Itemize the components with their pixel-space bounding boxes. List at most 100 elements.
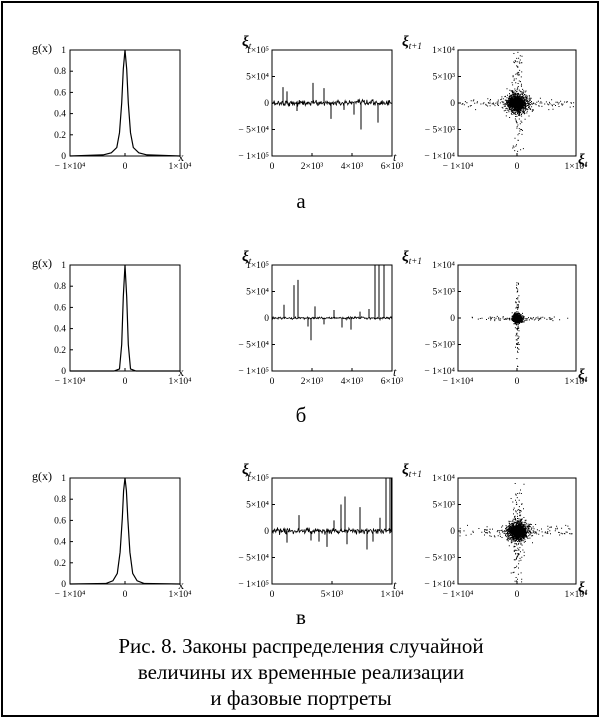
density-y-tick-label: 0.8: [54, 282, 66, 292]
density-y-tick-label: 1: [61, 474, 66, 484]
phase-x-tick-label: 0: [515, 590, 520, 600]
phase-y-tick-label: − 1×10⁴: [424, 580, 455, 590]
density-y-tick-label: 0.8: [54, 67, 66, 77]
time-series-y-tick-label: − 5×10⁴: [238, 126, 269, 136]
time-series-x-tick-label: 2×10³: [301, 377, 324, 387]
density-y-tick-label: 0.4: [54, 325, 66, 335]
phase-y-tick-label: − 5×10³: [425, 126, 455, 136]
chart-row-3: 00.20.40.60.81− 1×10⁴ 0 1×10⁴g(x)x1×10⁵5×1…: [32, 462, 588, 629]
phase-x-axis-label: ξt: [578, 367, 588, 384]
caption-line-3: и фазовые портреты: [210, 686, 392, 710]
density-y-axis-label: g(x): [32, 41, 52, 55]
density-y-tick-label: 0: [61, 367, 66, 377]
time-series-y-tick-label: 1×10⁵: [246, 261, 269, 271]
phase-x-tick-label: 0: [515, 162, 520, 172]
density-curve: [69, 477, 181, 585]
time-series-y-tick-label: 0: [264, 99, 269, 109]
time-series-line: [271, 98, 393, 108]
time-series-x-tick-label: 4×10³: [341, 377, 364, 387]
row-label: б: [296, 403, 307, 427]
time-series-y-tick-label: 5×10⁴: [246, 288, 270, 298]
density-y-tick-label: 1: [61, 46, 66, 56]
density-y-axis-label: g(x): [32, 469, 52, 483]
phase-y-tick-label: − 5×10³: [425, 554, 455, 564]
density-y-tick-label: 0.8: [54, 495, 66, 505]
density-x-tick-label: 1×10⁴: [169, 162, 193, 172]
time-series-x-tick-label: 0: [270, 590, 275, 600]
phase-core: [510, 525, 524, 537]
density-y-tick-label: 0.2: [54, 559, 66, 569]
phase-x-tick-label: − 1×10⁴: [443, 162, 474, 172]
density-x-tick-label: − 1×10⁴: [55, 162, 86, 172]
density-y-tick-label: 0.6: [54, 88, 66, 98]
density-y-tick-label: 0.6: [54, 303, 66, 313]
phase-core: [514, 315, 520, 321]
density-y-tick-label: 0.2: [54, 131, 66, 141]
phase-x-axis-label: ξt: [578, 152, 588, 169]
phase-x-tick-label: 1×10⁴: [565, 377, 589, 387]
phase-y-tick-label: − 1×10⁴: [424, 367, 455, 377]
phase-y-tick-label: − 1×10⁴: [424, 152, 455, 162]
phase-y-tick-label: 5×10³: [433, 288, 456, 298]
density-x-tick-label: 1×10⁴: [169, 590, 193, 600]
density-y-tick-label: 0: [61, 152, 66, 162]
density-plot-frame: [69, 264, 181, 372]
time-series-x-tick-label: 5×10³: [321, 590, 344, 600]
time-series-y-axis-label: ξt: [242, 462, 252, 479]
time-series-y-tick-label: 0: [264, 527, 269, 537]
chart-row-2: 00.20.40.60.81− 1×10⁴ 0 1×10⁴g(x)x1×10⁵5×1…: [32, 249, 588, 427]
time-series-x-axis-label: t: [393, 150, 397, 164]
time-series-y-tick-label: − 1×10⁵: [238, 367, 269, 377]
phase-x-tick-label: − 1×10⁴: [443, 377, 474, 387]
phase-x-tick-label: 0: [515, 377, 520, 387]
time-series-y-tick-label: − 5×10⁴: [238, 341, 269, 351]
time-series-line: [271, 315, 393, 322]
time-series-x-axis-label: t: [393, 578, 397, 592]
phase-y-tick-label: 1×10⁴: [432, 46, 456, 56]
time-series-x-tick-label: 6×10³: [381, 377, 404, 387]
figure-caption: Рис. 8. Законы распределения случайной в…: [0, 633, 602, 711]
phase-core: [510, 97, 524, 109]
phase-x-axis-label: ξt: [578, 580, 588, 597]
density-y-tick-label: 0.2: [54, 346, 66, 356]
time-series-x-axis-label: t: [393, 365, 397, 379]
chart-row-1: 00.20.40.60.81− 1×10⁴ 0 1×10⁴g(x)x1×10⁵5×1…: [32, 34, 588, 213]
time-series-x-tick-label: 0: [270, 377, 275, 387]
row-label: в: [296, 605, 306, 629]
time-series-y-tick-label: 0: [264, 314, 269, 324]
density-plot-frame: [69, 49, 181, 157]
density-x-tick-label: 0: [123, 590, 128, 600]
charts-canvas: 00.20.40.60.81− 1×10⁴ 0 1×10⁴g(x)x1×10⁵5×1…: [32, 34, 588, 629]
phase-y-tick-label: − 5×10³: [425, 341, 455, 351]
phase-y-tick-label: 0: [450, 314, 455, 324]
time-series-y-tick-label: 5×10⁴: [246, 501, 270, 511]
density-x-axis-label: x: [178, 150, 184, 164]
density-x-axis-label: x: [178, 365, 184, 379]
phase-x-tick-label: 1×10⁴: [565, 162, 589, 172]
density-curve: [70, 264, 180, 372]
time-series-y-tick-label: 1×10⁵: [246, 474, 269, 484]
time-series-y-axis-label: ξt: [242, 249, 252, 266]
density-x-tick-label: 0: [123, 377, 128, 387]
time-series-x-tick-label: 2×10³: [301, 162, 324, 172]
time-series-y-tick-label: − 1×10⁵: [238, 580, 269, 590]
density-x-axis-label: x: [178, 578, 184, 592]
time-series-x-tick-label: 1×10⁴: [381, 590, 405, 600]
phase-y-tick-label: 5×10³: [433, 501, 456, 511]
density-plot-frame: [69, 477, 181, 585]
density-x-tick-label: − 1×10⁴: [55, 377, 86, 387]
phase-x-tick-label: − 1×10⁴: [443, 590, 474, 600]
row-label: а: [296, 189, 306, 213]
phase-x-tick-label: 1×10⁴: [565, 590, 589, 600]
time-series-y-tick-label: − 1×10⁵: [238, 152, 269, 162]
